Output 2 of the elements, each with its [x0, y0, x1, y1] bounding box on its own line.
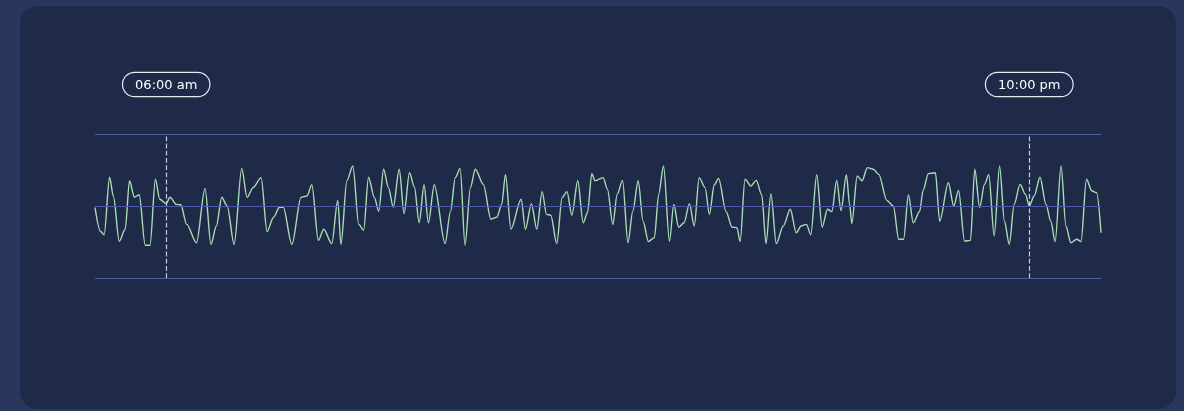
x-tick-label: 06:00 am [135, 77, 198, 92]
x-tick-label: 10:00 pm [998, 77, 1061, 92]
